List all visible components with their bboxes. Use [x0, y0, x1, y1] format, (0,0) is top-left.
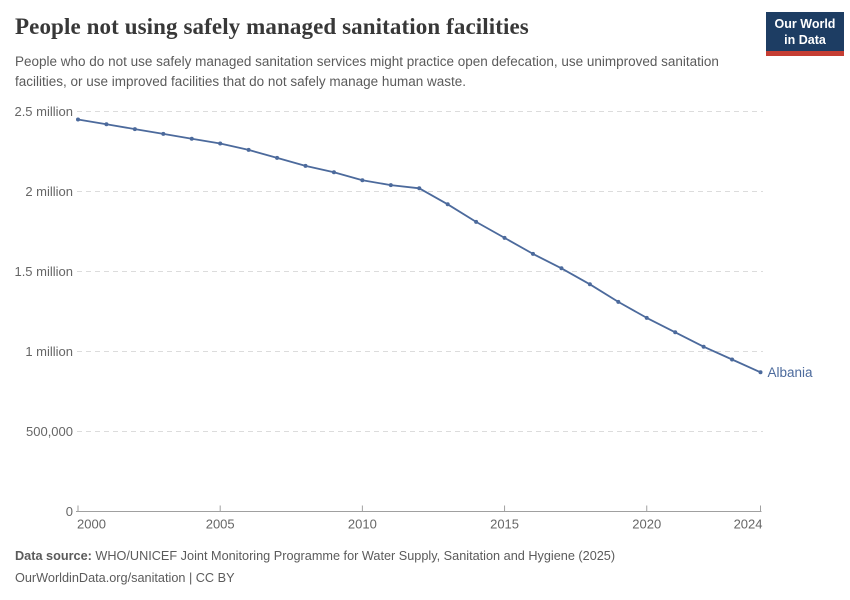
y-axis-tick-label: 2.5 million: [14, 104, 73, 119]
data-source-label: Data source:: [15, 549, 92, 563]
data-point[interactable]: [502, 235, 507, 240]
x-axis-tick-label: 2000: [77, 517, 106, 532]
y-axis-tick-label: 500,000: [26, 424, 73, 439]
data-point[interactable]: [616, 299, 621, 304]
data-point[interactable]: [246, 147, 251, 152]
y-axis-tick-label: 1.5 million: [14, 264, 73, 279]
x-axis-tick-label: 2020: [632, 517, 661, 532]
x-axis-tick-label: 2010: [348, 517, 377, 532]
data-point[interactable]: [331, 170, 336, 175]
data-line[interactable]: [77, 118, 762, 374]
owid-logo-line2: in Data: [784, 33, 826, 47]
data-point[interactable]: [360, 178, 365, 183]
chart-subtitle: People who do not use safely managed san…: [15, 54, 719, 89]
data-point[interactable]: [417, 186, 422, 191]
data-point[interactable]: [701, 344, 706, 349]
data-point[interactable]: [730, 357, 735, 362]
data-point[interactable]: [218, 141, 223, 146]
data-point[interactable]: [189, 136, 194, 141]
data-point[interactable]: [673, 330, 678, 335]
data-point[interactable]: [161, 131, 166, 136]
chart-footer: Data source: WHO/UNICEF Joint Monitoring…: [15, 546, 795, 589]
data-point[interactable]: [388, 183, 393, 188]
owid-logo[interactable]: Our World in Data: [766, 12, 844, 56]
data-source-line: Data source: WHO/UNICEF Joint Monitoring…: [15, 546, 795, 568]
x-axis-tick-label: 2015: [490, 517, 519, 532]
y-axis-tick-label: 2 million: [25, 184, 73, 199]
data-point[interactable]: [275, 155, 280, 160]
owid-logo-redbar: [766, 51, 844, 56]
data-point[interactable]: [445, 202, 450, 207]
data-point[interactable]: [104, 122, 109, 127]
owid-logo-line1: Our World: [774, 17, 836, 31]
data-point[interactable]: [644, 315, 649, 320]
page-title: People not using safely managed sanitati…: [15, 14, 529, 39]
x-axis-tick-label: 2005: [206, 517, 235, 532]
data-point[interactable]: [132, 127, 137, 132]
data-point[interactable]: [531, 251, 535, 256]
data-point[interactable]: [758, 370, 763, 375]
license-line: OurWorldinData.org/sanitation | CC BY: [15, 570, 235, 585]
x-axis-tick-label: 2024: [734, 517, 763, 532]
data-point[interactable]: [76, 117, 80, 122]
y-axis-tick-label: 0: [66, 504, 73, 519]
data-source-text: WHO/UNICEF Joint Monitoring Programme fo…: [95, 549, 616, 563]
y-axis-tick-label: 1 million: [25, 344, 73, 359]
data-point[interactable]: [474, 219, 479, 224]
series-entity-label[interactable]: Albania: [768, 365, 814, 380]
data-point[interactable]: [587, 282, 592, 287]
data-point[interactable]: [303, 163, 308, 168]
data-point[interactable]: [559, 266, 564, 271]
owid-logo-text: Our World in Data: [766, 12, 844, 51]
